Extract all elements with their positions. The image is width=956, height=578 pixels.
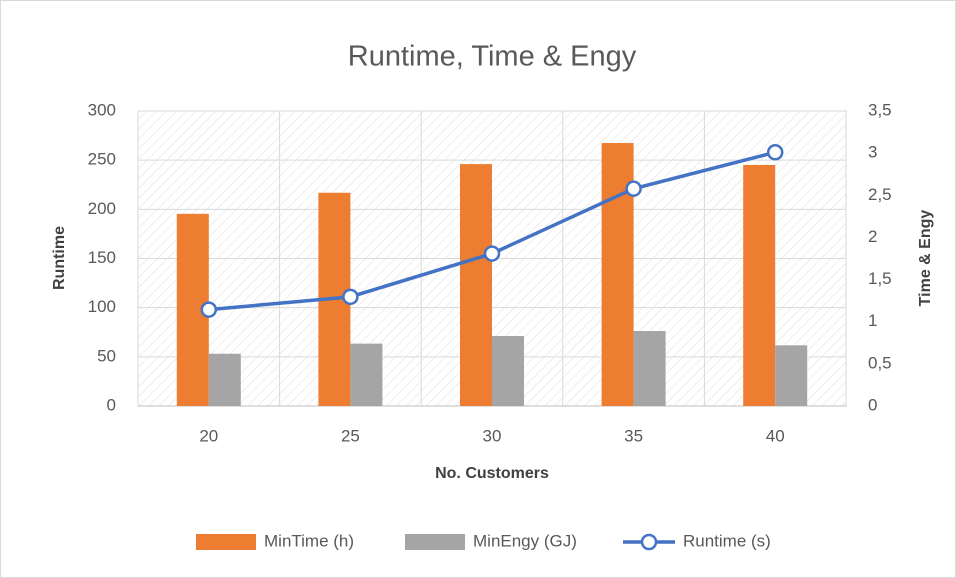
- y2-tick-label: 3: [868, 143, 877, 162]
- y2-tick-label: 2,5: [868, 185, 892, 204]
- x-tick-label: 40: [766, 426, 785, 445]
- y-tick-label: 250: [88, 150, 116, 169]
- line-marker: [766, 144, 784, 161]
- bar: [633, 330, 666, 406]
- y2-axis-title: Time & Engy: [917, 210, 934, 307]
- bar: [743, 164, 776, 406]
- y2-tick-label: 2: [868, 227, 877, 246]
- y2-tick-label: 0: [868, 395, 877, 414]
- legend-swatch: [196, 534, 256, 550]
- legend-label: MinTime (h): [264, 531, 354, 550]
- y-tick-label: 50: [97, 346, 116, 365]
- bar: [208, 353, 241, 406]
- bar: [350, 343, 383, 406]
- y2-tick-label: 1,5: [868, 269, 892, 288]
- x-tick-label: 30: [483, 426, 502, 445]
- line-marker: [625, 180, 642, 197]
- y-axis-title: Runtime: [51, 226, 68, 290]
- line-marker: [342, 288, 359, 306]
- x-tick-label: 35: [624, 426, 643, 445]
- y-tick-label: 150: [88, 248, 116, 267]
- line-marker: [200, 301, 218, 318]
- legend-label: Runtime (s): [683, 531, 771, 550]
- bar: [492, 336, 524, 406]
- x-axis-title: No. Customers: [435, 465, 549, 482]
- y-tick-label: 100: [88, 297, 116, 316]
- bar: [460, 164, 492, 406]
- legend-swatch: [405, 534, 465, 550]
- chart-title: Runtime, Time & Engy: [348, 41, 637, 73]
- legend-label: MinEngy (GJ): [473, 531, 577, 550]
- y2-tick-label: 0,5: [868, 353, 892, 372]
- y-tick-label: 300: [88, 100, 116, 119]
- y2-tick-label: 3,5: [868, 100, 892, 119]
- bar: [775, 345, 808, 406]
- y2-tick-label: 1: [868, 311, 877, 330]
- line-marker: [483, 245, 501, 262]
- y-tick-label: 200: [88, 199, 116, 218]
- legend-marker: [640, 533, 658, 551]
- y-tick-label: 0: [107, 395, 116, 414]
- x-tick-label: 25: [341, 426, 360, 445]
- x-tick-label: 20: [199, 426, 218, 445]
